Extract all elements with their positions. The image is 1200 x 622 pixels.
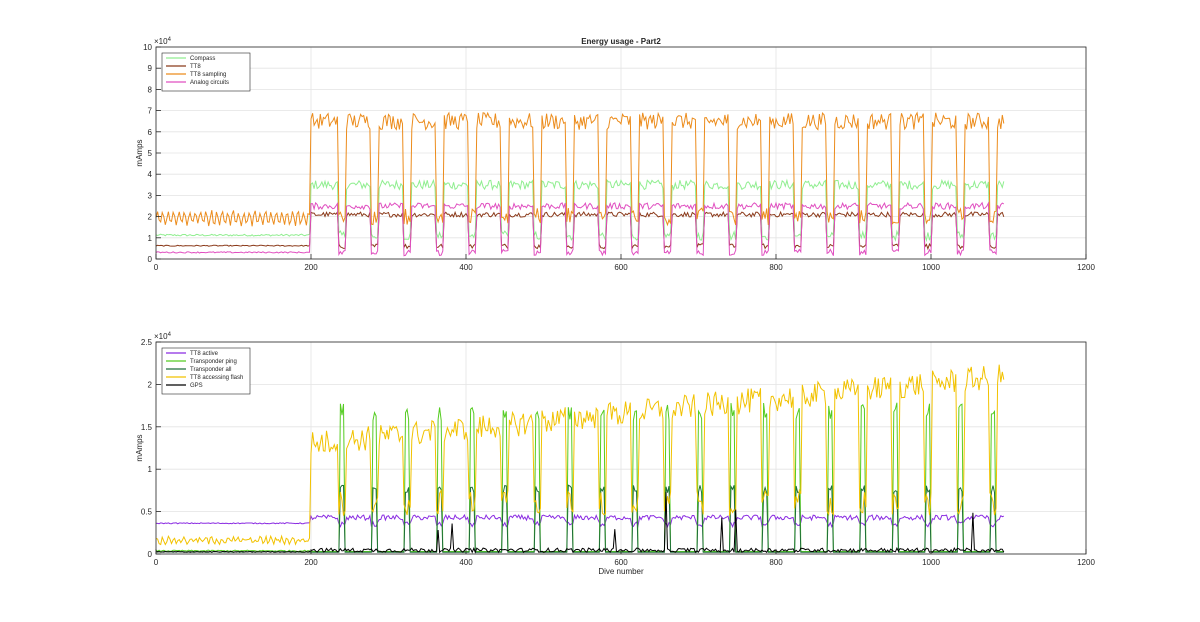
legend-label: TT8 accessing flash bbox=[190, 375, 243, 381]
y-tick-label: 5 bbox=[148, 149, 153, 158]
top-chart: 0 200 400 600 800 1000 1200 0 1 2 3 4 5 6 7 8 9 10×104 Ene… bbox=[135, 37, 1095, 272]
y-exponent-label: ×104 bbox=[154, 332, 172, 341]
series-line-analog-circuits bbox=[155, 201, 1005, 257]
x-tick-label: 400 bbox=[459, 263, 473, 272]
y-tick-label: 0 bbox=[148, 550, 153, 559]
y-tick-label: 3 bbox=[148, 191, 153, 200]
legend-label: GPS bbox=[190, 383, 203, 389]
x-tick-label: 0 bbox=[154, 558, 159, 567]
legend-label: TT8 bbox=[190, 64, 201, 70]
x-tick-label: 200 bbox=[304, 558, 318, 567]
series-line-tt8-sampling bbox=[155, 111, 1005, 227]
y-tick-label: 2.5 bbox=[141, 338, 153, 347]
y-tick-label: 0.5 bbox=[141, 508, 153, 517]
series-group bbox=[155, 364, 1005, 554]
x-tick-label: 600 bbox=[614, 263, 628, 272]
y-axis-label: mAmps bbox=[135, 434, 144, 461]
y-tick-label: 1 bbox=[148, 465, 153, 474]
x-tick-label: 1000 bbox=[922, 263, 940, 272]
legend-label: Analog circuits bbox=[190, 80, 229, 86]
y-tick-label: 8 bbox=[148, 85, 153, 94]
chart-title: Energy usage - Part2 bbox=[581, 37, 661, 46]
x-tick-label: 200 bbox=[304, 263, 318, 272]
series-line-gps bbox=[155, 491, 1005, 554]
legend-label: TT8 active bbox=[190, 351, 219, 357]
y-tick-label: 2 bbox=[148, 213, 153, 222]
x-tick-label: 800 bbox=[769, 263, 783, 272]
y-tick-label: 2 bbox=[148, 380, 153, 389]
legend-label: Transponder ping bbox=[190, 359, 237, 365]
x-tick-label: 1200 bbox=[1077, 558, 1095, 567]
y-tick-label: 9 bbox=[148, 64, 153, 73]
legend-label: TT8 sampling bbox=[190, 72, 226, 78]
series-line-compass bbox=[155, 178, 1005, 243]
y-tick-label: 6 bbox=[148, 128, 153, 137]
series-group bbox=[155, 111, 1005, 257]
x-tick-label: 1200 bbox=[1077, 263, 1095, 272]
y-tick-label: 1.5 bbox=[141, 423, 153, 432]
y-tick-label: 10 bbox=[143, 43, 152, 52]
legend: Compass TT8 TT8 sampling Analog circuits bbox=[161, 52, 251, 92]
x-tick-label: 600 bbox=[614, 558, 628, 567]
x-tick-label: 0 bbox=[154, 263, 159, 272]
x-tick-label: 1000 bbox=[922, 558, 940, 567]
series-line-tt8-accessing-flash bbox=[155, 364, 1005, 546]
y-tick-label: 1 bbox=[148, 234, 153, 243]
y-tick-label: 0 bbox=[148, 255, 153, 264]
y-exponent-label: ×104 bbox=[154, 37, 172, 46]
legend-box bbox=[161, 347, 251, 395]
x-tick-label: 400 bbox=[459, 558, 473, 567]
y-tick-label: 4 bbox=[148, 170, 153, 179]
y-tick-label: 7 bbox=[148, 107, 153, 116]
legend: TT8 active Transponder ping Transponder al… bbox=[161, 347, 251, 395]
series-line-tt8-active bbox=[155, 513, 1004, 529]
ticks: 0 200 400 600 800 1000 1200 0 1 2 3 4 5 6 7 8 9 10 bbox=[143, 43, 1095, 272]
y-exponent-power: 4 bbox=[168, 332, 172, 338]
legend-label: Transponder all bbox=[190, 367, 231, 373]
legend-box bbox=[161, 52, 251, 92]
y-exponent-power: 4 bbox=[168, 37, 172, 43]
bottom-chart: 0 200 400 600 800 1000 1200 0 0.5 1 1.5 2 2.5×104 mAm… bbox=[135, 332, 1095, 576]
x-axis-label: Dive number bbox=[598, 567, 644, 576]
x-tick-label: 800 bbox=[769, 558, 783, 567]
series-line-tt8 bbox=[155, 210, 1005, 251]
ticks: 0 200 400 600 800 1000 1200 0 0.5 1 1.5 2 2.5 bbox=[141, 338, 1096, 567]
legend-label: Compass bbox=[190, 56, 215, 62]
y-axis-label: mAmps bbox=[135, 139, 144, 166]
